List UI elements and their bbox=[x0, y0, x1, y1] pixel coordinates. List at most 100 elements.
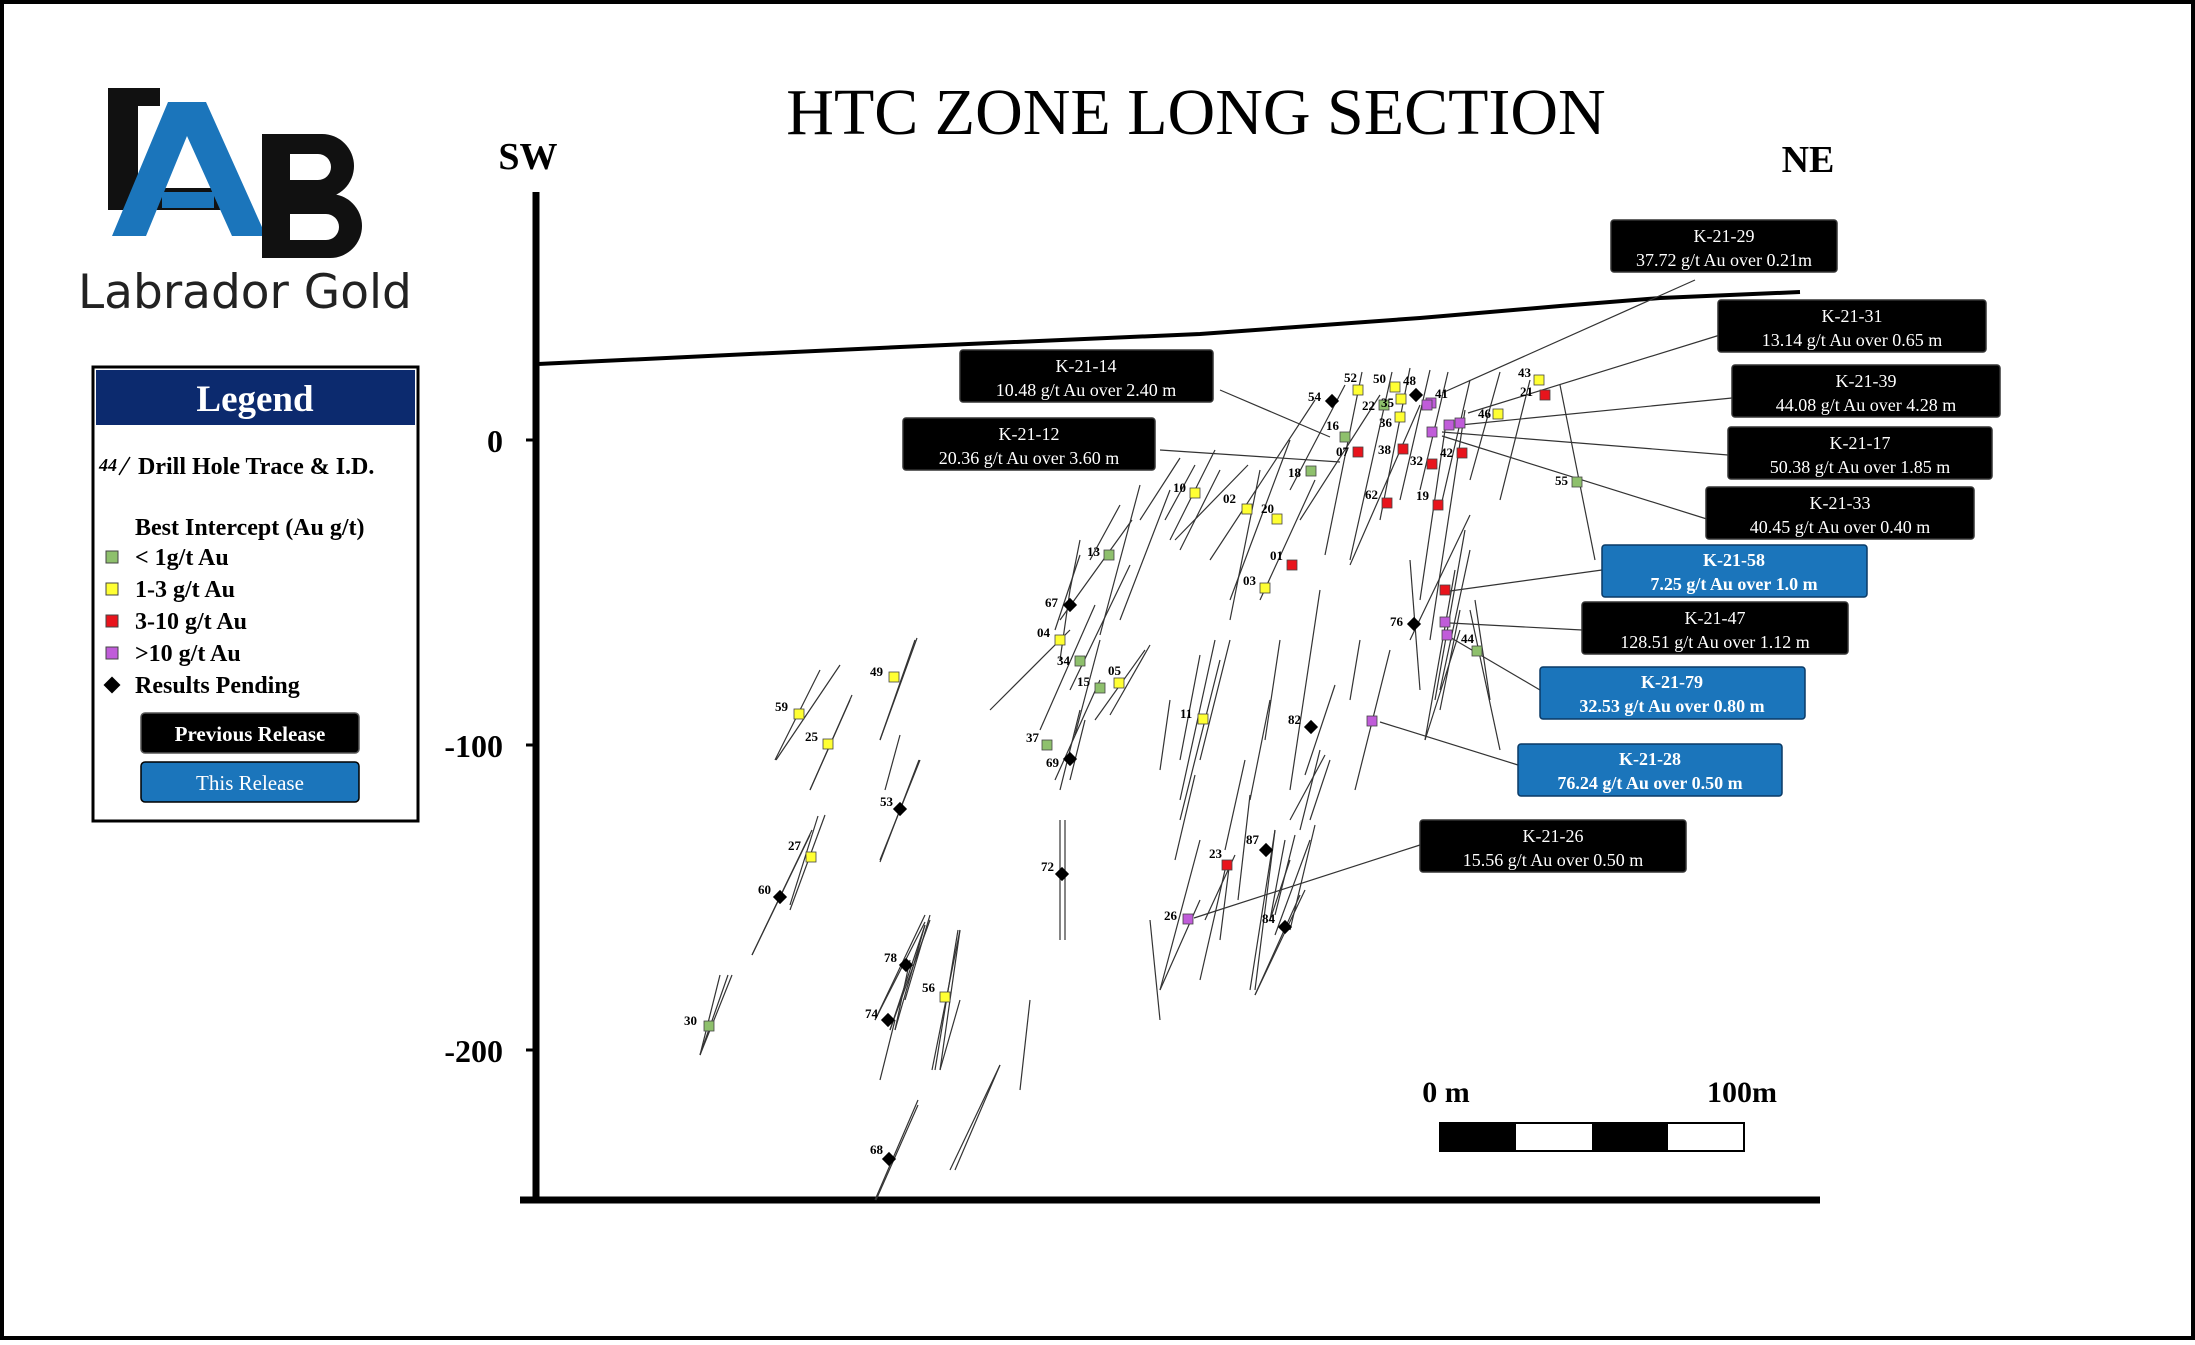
drill-trace bbox=[1159, 839, 1201, 991]
drill-trace bbox=[874, 1099, 919, 1201]
hole-label: 74 bbox=[865, 1006, 879, 1021]
logo-letter-l-serif bbox=[108, 88, 160, 106]
callout-result: 76.24 g/t Au over 0.50 m bbox=[1557, 773, 1742, 793]
callout-leader bbox=[1441, 279, 1696, 394]
callout-result: 50.38 g/t Au over 1.85 m bbox=[1770, 457, 1951, 477]
drill-trace bbox=[1289, 589, 1321, 791]
hole-marker bbox=[1352, 446, 1364, 458]
hole-marker bbox=[1426, 458, 1438, 470]
legend-items: < 1g/t Au 1-3 g/t Au 3-10 g/t Au >10 g/t Au… bbox=[103, 545, 300, 699]
drill-trace bbox=[1439, 379, 1471, 511]
hole-marker bbox=[939, 991, 951, 1003]
hole-marker bbox=[1492, 408, 1504, 420]
hole-marker bbox=[1381, 497, 1393, 509]
hole-label: 15 bbox=[1077, 674, 1091, 689]
drill-trace bbox=[904, 914, 931, 1001]
drill-trace bbox=[1289, 824, 1316, 931]
hole-label: 27 bbox=[788, 838, 802, 853]
drill-trace bbox=[875, 1104, 919, 1201]
callout-hole-id: K-21-47 bbox=[1685, 608, 1746, 628]
callout-result: 128.51 g/t Au over 1.12 m bbox=[1620, 632, 1810, 652]
hole-marker bbox=[1397, 443, 1409, 455]
callout-k-21-17: K-21-17 50.38 g/t Au over 1.85 m bbox=[1727, 426, 1993, 480]
logo-letter-b-bottom bbox=[262, 194, 362, 258]
hole-marker bbox=[888, 671, 900, 683]
callout-result: 20.36 g/t Au over 3.60 m bbox=[939, 448, 1120, 468]
drill-trace bbox=[1439, 549, 1471, 691]
hole-marker bbox=[1421, 399, 1433, 411]
callout-result: 10.48 g/t Au over 2.40 m bbox=[996, 380, 1177, 400]
callout-box bbox=[1705, 486, 1975, 540]
drill-trace bbox=[1254, 829, 1276, 991]
callout-hole-id: K-21-29 bbox=[1694, 226, 1755, 246]
callout-result: 15.56 g/t Au over 0.50 m bbox=[1463, 850, 1644, 870]
legend-previous-release-swatch bbox=[140, 712, 360, 754]
hole-marker bbox=[1241, 503, 1253, 515]
drill-trace bbox=[1109, 644, 1151, 716]
company-name: Labrador Gold bbox=[78, 265, 412, 320]
hole-marker bbox=[1113, 677, 1125, 689]
hole-label: 21 bbox=[1520, 384, 1533, 399]
callout-leader bbox=[1459, 397, 1733, 426]
callout-hole-id: K-21-12 bbox=[999, 424, 1060, 444]
hole-label: 02 bbox=[1223, 491, 1236, 506]
drill-trace bbox=[1159, 699, 1171, 771]
scale-bar-segment-3 bbox=[1592, 1123, 1668, 1151]
scale-bar-segment-1 bbox=[1440, 1123, 1516, 1151]
drill-trace bbox=[874, 921, 926, 1021]
hole-marker bbox=[1221, 859, 1233, 871]
hole-marker bbox=[898, 957, 914, 973]
hole-label: 55 bbox=[1555, 473, 1569, 488]
hole-label: 72 bbox=[1041, 859, 1054, 874]
hole-label: 13 bbox=[1087, 544, 1101, 559]
drill-trace bbox=[1309, 759, 1331, 821]
drill-trace bbox=[1224, 759, 1246, 851]
drill-trace bbox=[1269, 839, 1286, 921]
legend-item-label: < 1g/t Au bbox=[135, 545, 229, 571]
y-tick-label: -200 bbox=[444, 1033, 503, 1069]
drill-trace bbox=[1199, 869, 1226, 981]
drill-trace bbox=[1054, 679, 1101, 781]
callout-box bbox=[1539, 666, 1806, 720]
drill-trace bbox=[949, 1064, 1001, 1171]
callout-hole-id: K-21-28 bbox=[1619, 749, 1681, 769]
callout-result: 7.25 g/t Au over 1.0 m bbox=[1650, 574, 1817, 594]
legend-previous-release-label: Previous Release bbox=[175, 722, 326, 746]
hole-marker bbox=[1378, 399, 1390, 411]
scale-bar-end-label: 100m bbox=[1707, 1076, 1777, 1109]
hole-label: 34 bbox=[1057, 653, 1071, 668]
figure-title: HTC ZONE LONG SECTION bbox=[786, 76, 1605, 149]
callout-hole-id: K-21-33 bbox=[1810, 493, 1871, 513]
hole-marker bbox=[880, 1012, 896, 1028]
drill-trace bbox=[1179, 469, 1221, 551]
hole-marker bbox=[1443, 419, 1455, 431]
drill-trace bbox=[1179, 654, 1201, 761]
drill-trace bbox=[1039, 604, 1096, 731]
hole-marker bbox=[1571, 476, 1583, 488]
hole-label: 26 bbox=[1164, 908, 1178, 923]
hole-marker bbox=[1277, 919, 1293, 935]
callout-hole-id: K-21-17 bbox=[1830, 433, 1891, 453]
hole-marker bbox=[1539, 389, 1551, 401]
hole-marker bbox=[1406, 616, 1422, 632]
drill-trace bbox=[894, 924, 926, 1031]
hole-marker bbox=[1305, 465, 1317, 477]
drill-trace bbox=[1174, 464, 1249, 541]
hole-label: 67 bbox=[1045, 595, 1059, 610]
drill-trace bbox=[1099, 484, 1141, 636]
legend-swatch-red bbox=[105, 614, 119, 628]
drill-trace bbox=[699, 974, 721, 1056]
hole-label: 25 bbox=[805, 729, 819, 744]
hole-marker bbox=[1271, 513, 1283, 525]
hole-marker bbox=[1432, 499, 1444, 511]
hole-label: 60 bbox=[758, 882, 771, 897]
hole-label: 41 bbox=[1435, 386, 1448, 401]
hole-label: 35 bbox=[1381, 395, 1395, 410]
drill-trace bbox=[1419, 429, 1446, 601]
callout-result: 40.45 g/t Au over 0.40 m bbox=[1750, 517, 1931, 537]
company-logo: Labrador Gold bbox=[78, 88, 412, 320]
legend-header bbox=[96, 370, 415, 425]
hole-marker bbox=[1395, 393, 1407, 405]
hole-label: 32 bbox=[1410, 453, 1423, 468]
legend-swatch-pending bbox=[103, 676, 121, 694]
